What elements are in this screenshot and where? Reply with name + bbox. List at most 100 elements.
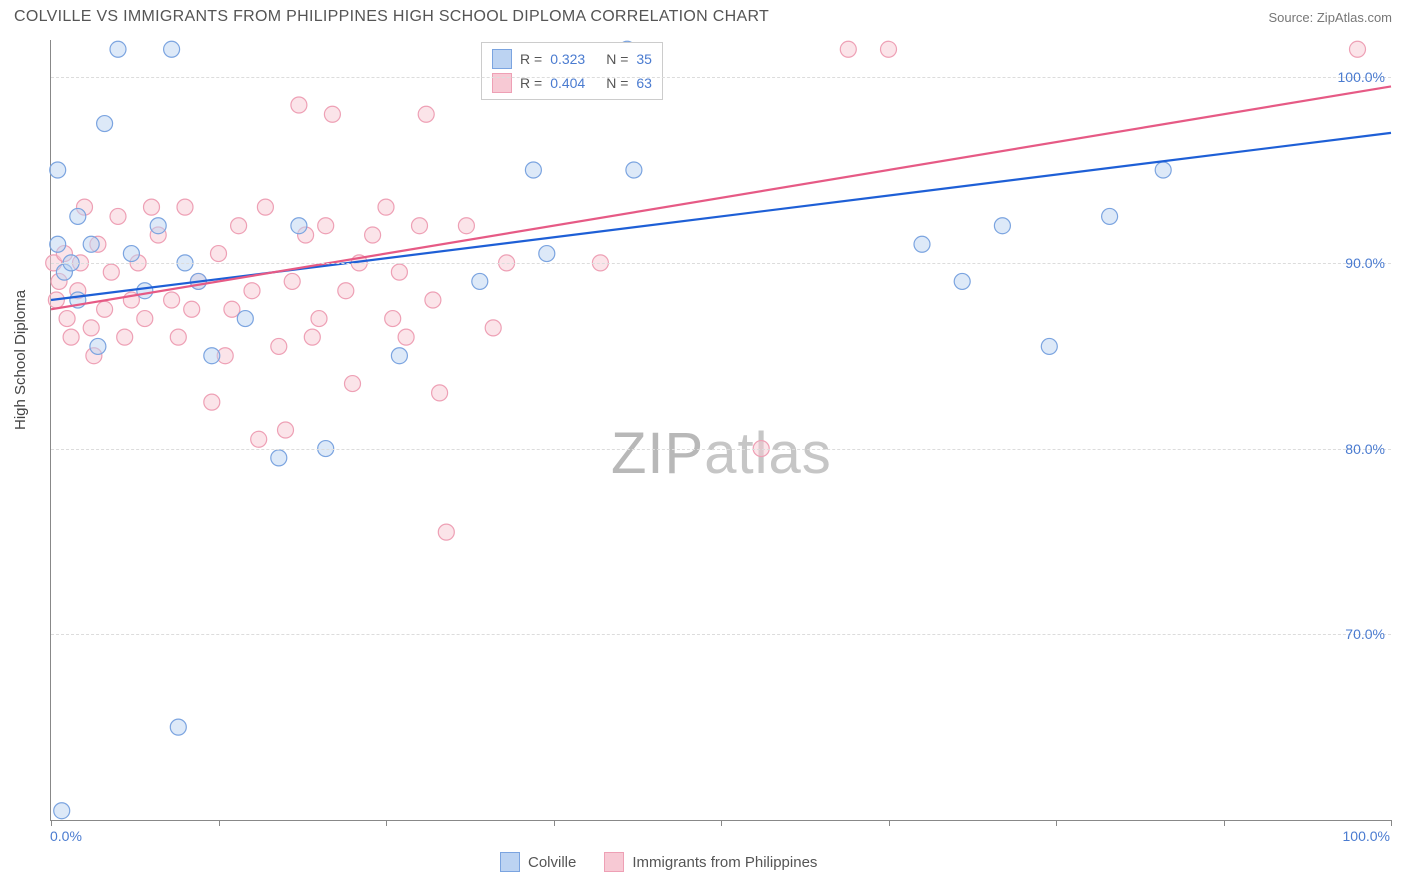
data-point: [251, 431, 267, 447]
x-tick-mark: [1056, 820, 1057, 826]
x-tick-mark: [1224, 820, 1225, 826]
data-point: [954, 273, 970, 289]
data-point: [237, 311, 253, 327]
data-point: [626, 162, 642, 178]
r-label: R =: [520, 51, 542, 67]
data-point: [914, 236, 930, 252]
data-point: [50, 236, 66, 252]
data-point: [70, 208, 86, 224]
data-point: [324, 106, 340, 122]
regression-line: [51, 86, 1391, 309]
legend-row: R = 0.323 N = 35: [492, 47, 652, 71]
data-point: [63, 329, 79, 345]
data-point: [304, 329, 320, 345]
legend-label: Immigrants from Philippines: [632, 854, 817, 871]
data-point: [90, 338, 106, 354]
x-max-label: 100.0%: [1343, 828, 1390, 844]
legend-label: Colville: [528, 854, 576, 871]
data-point: [365, 227, 381, 243]
data-point: [391, 264, 407, 280]
source-label: Source: ZipAtlas.com: [1268, 10, 1392, 25]
data-point: [418, 106, 434, 122]
data-point: [291, 97, 307, 113]
data-point: [472, 273, 488, 289]
data-point: [177, 199, 193, 215]
data-point: [271, 338, 287, 354]
page-title: COLVILLE VS IMMIGRANTS FROM PHILIPPINES …: [14, 8, 769, 26]
data-point: [385, 311, 401, 327]
data-point: [83, 236, 99, 252]
y-axis-label: High School Diploma: [12, 290, 29, 430]
data-point: [97, 301, 113, 317]
data-point: [231, 218, 247, 234]
legend-item: Immigrants from Philippines: [604, 852, 817, 872]
data-point: [224, 301, 240, 317]
data-point: [110, 208, 126, 224]
n-value: 35: [636, 51, 652, 67]
data-point: [123, 246, 139, 262]
data-point: [338, 283, 354, 299]
data-point: [432, 385, 448, 401]
data-point: [204, 394, 220, 410]
data-point: [204, 348, 220, 364]
data-point: [840, 41, 856, 57]
data-point: [164, 292, 180, 308]
x-tick-mark: [1391, 820, 1392, 826]
data-point: [211, 246, 227, 262]
data-point: [137, 311, 153, 327]
gridline: [51, 449, 1391, 450]
legend-swatch: [492, 73, 512, 93]
data-point: [257, 199, 273, 215]
legend-row: R =0.404N =63: [492, 71, 652, 95]
data-point: [318, 218, 334, 234]
data-point: [412, 218, 428, 234]
data-point: [458, 218, 474, 234]
data-point: [1350, 41, 1366, 57]
data-point: [144, 199, 160, 215]
plot-area: ZIPatlas R =0.323N =35R =0.404N =63 70.0…: [50, 40, 1391, 821]
data-point: [50, 162, 66, 178]
gridline: [51, 77, 1391, 78]
data-point: [137, 283, 153, 299]
legend-swatch: [492, 49, 512, 69]
data-point: [1155, 162, 1171, 178]
legend-item: Colville: [500, 852, 576, 872]
data-point: [271, 450, 287, 466]
data-point: [83, 320, 99, 336]
data-point: [291, 218, 307, 234]
legend-swatch: [500, 852, 520, 872]
data-point: [184, 301, 200, 317]
data-point: [391, 348, 407, 364]
header: COLVILLE VS IMMIGRANTS FROM PHILIPPINES …: [0, 0, 1406, 32]
x-tick-mark: [721, 820, 722, 826]
series-legend: Colville Immigrants from Philippines: [500, 852, 817, 872]
data-point: [1102, 208, 1118, 224]
data-point: [398, 329, 414, 345]
data-point: [994, 218, 1010, 234]
scatter-svg: [51, 40, 1391, 820]
data-point: [539, 246, 555, 262]
data-point: [97, 116, 113, 132]
r-value: 0.323: [550, 51, 598, 67]
x-tick-mark: [51, 820, 52, 826]
x-tick-mark: [554, 820, 555, 826]
data-point: [425, 292, 441, 308]
data-point: [278, 422, 294, 438]
data-point: [378, 199, 394, 215]
gridline: [51, 634, 1391, 635]
data-point: [881, 41, 897, 57]
data-point: [525, 162, 541, 178]
data-point: [170, 719, 186, 735]
data-point: [110, 41, 126, 57]
n-label: N =: [606, 51, 628, 67]
data-point: [170, 329, 186, 345]
data-point: [284, 273, 300, 289]
legend-swatch: [604, 852, 624, 872]
data-point: [59, 311, 75, 327]
data-point: [485, 320, 501, 336]
correlation-legend: R = 0.323 N = 35 R =0.404N =63: [481, 42, 663, 100]
x-tick-mark: [219, 820, 220, 826]
data-point: [1041, 338, 1057, 354]
data-point: [117, 329, 133, 345]
y-tick-label: 70.0%: [1345, 626, 1385, 642]
